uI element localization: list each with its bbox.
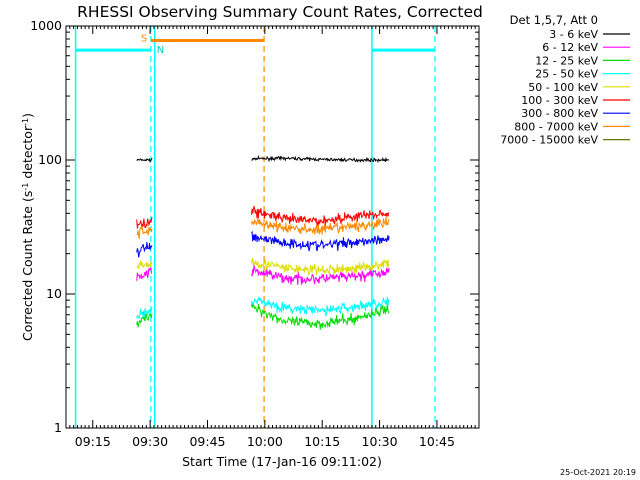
- x-tick-label: 09:30: [132, 434, 168, 449]
- series-layer: [136, 154, 390, 330]
- y-tick-label: 1000: [30, 18, 62, 33]
- night-label: N: [157, 45, 164, 56]
- x-tick-label: 10:45: [419, 434, 455, 449]
- series-line: [136, 260, 153, 269]
- series-line: [251, 216, 390, 235]
- legend-entry-label: 12 - 25 keV: [535, 54, 598, 67]
- legend-entry-label: 100 - 300 keV: [521, 94, 598, 107]
- x-tick-label: 09:15: [75, 434, 111, 449]
- y-tick-label: 10: [46, 286, 62, 301]
- series-line: [136, 241, 153, 258]
- series-line: [136, 267, 153, 281]
- legend-entry-label: 50 - 100 keV: [528, 81, 598, 94]
- legend-title: Det 1,5,7, Att 0: [510, 13, 598, 27]
- series-line: [136, 217, 153, 229]
- axis-ticks: 09:15 09:30 09:45 10:00 10:15 10:30 10:45 1 10 10…: [30, 18, 480, 449]
- legend-entry-label: 7000 - 15000 keV: [500, 134, 598, 147]
- x-tick-label: 10:15: [304, 434, 340, 449]
- legend-entry-label: 800 - 7000 keV: [514, 120, 598, 133]
- x-axis-label: Start Time (17-Jan-16 09:11:02): [182, 454, 382, 469]
- x-tick-label: 10:00: [247, 434, 283, 449]
- series-line: [251, 257, 390, 277]
- saa-label: S: [141, 33, 147, 44]
- y-axis-label-sup1: -1: [21, 183, 30, 191]
- series-line: [136, 225, 153, 239]
- plot-area: SN 09:15 09:30 09:45 10:00 10:15 10:30 10:45 1 1…: [30, 18, 480, 449]
- series-line: [136, 311, 153, 328]
- series-line: [251, 296, 390, 317]
- series-line: [251, 230, 390, 252]
- series-line: [251, 204, 390, 227]
- y-tick-label: 100: [38, 152, 62, 167]
- legend-entry-label: 300 - 800 keV: [521, 107, 598, 120]
- legend-entry-label: 6 - 12 keV: [542, 41, 598, 54]
- y-axis-label-sup2: -1: [21, 118, 30, 126]
- overlays: SN: [74, 26, 436, 428]
- y-axis-label-end: ): [20, 113, 35, 118]
- series-line: [251, 154, 390, 164]
- legend-entry-label: 3 - 6 keV: [549, 28, 598, 41]
- series-line: [251, 264, 390, 286]
- y-tick-label: 1: [54, 420, 62, 435]
- y-axis-label-main: Corrected Count Rate (s: [20, 191, 35, 341]
- series-line: [136, 157, 153, 164]
- legend-entry-label: 25 - 50 keV: [535, 68, 598, 81]
- series-line: [251, 302, 390, 330]
- x-tick-label: 09:45: [189, 434, 225, 449]
- chart-title: RHESSI Observing Summary Count Rates, Co…: [77, 3, 483, 21]
- x-tick-label: 10:30: [362, 434, 398, 449]
- y-axis-label-mid: detector: [20, 125, 35, 183]
- y-axis-label: Corrected Count Rate (s-1 detector-1): [20, 113, 35, 341]
- footer-timestamp: 25-Oct-2021 20:19: [560, 468, 636, 477]
- series-line: [136, 307, 153, 319]
